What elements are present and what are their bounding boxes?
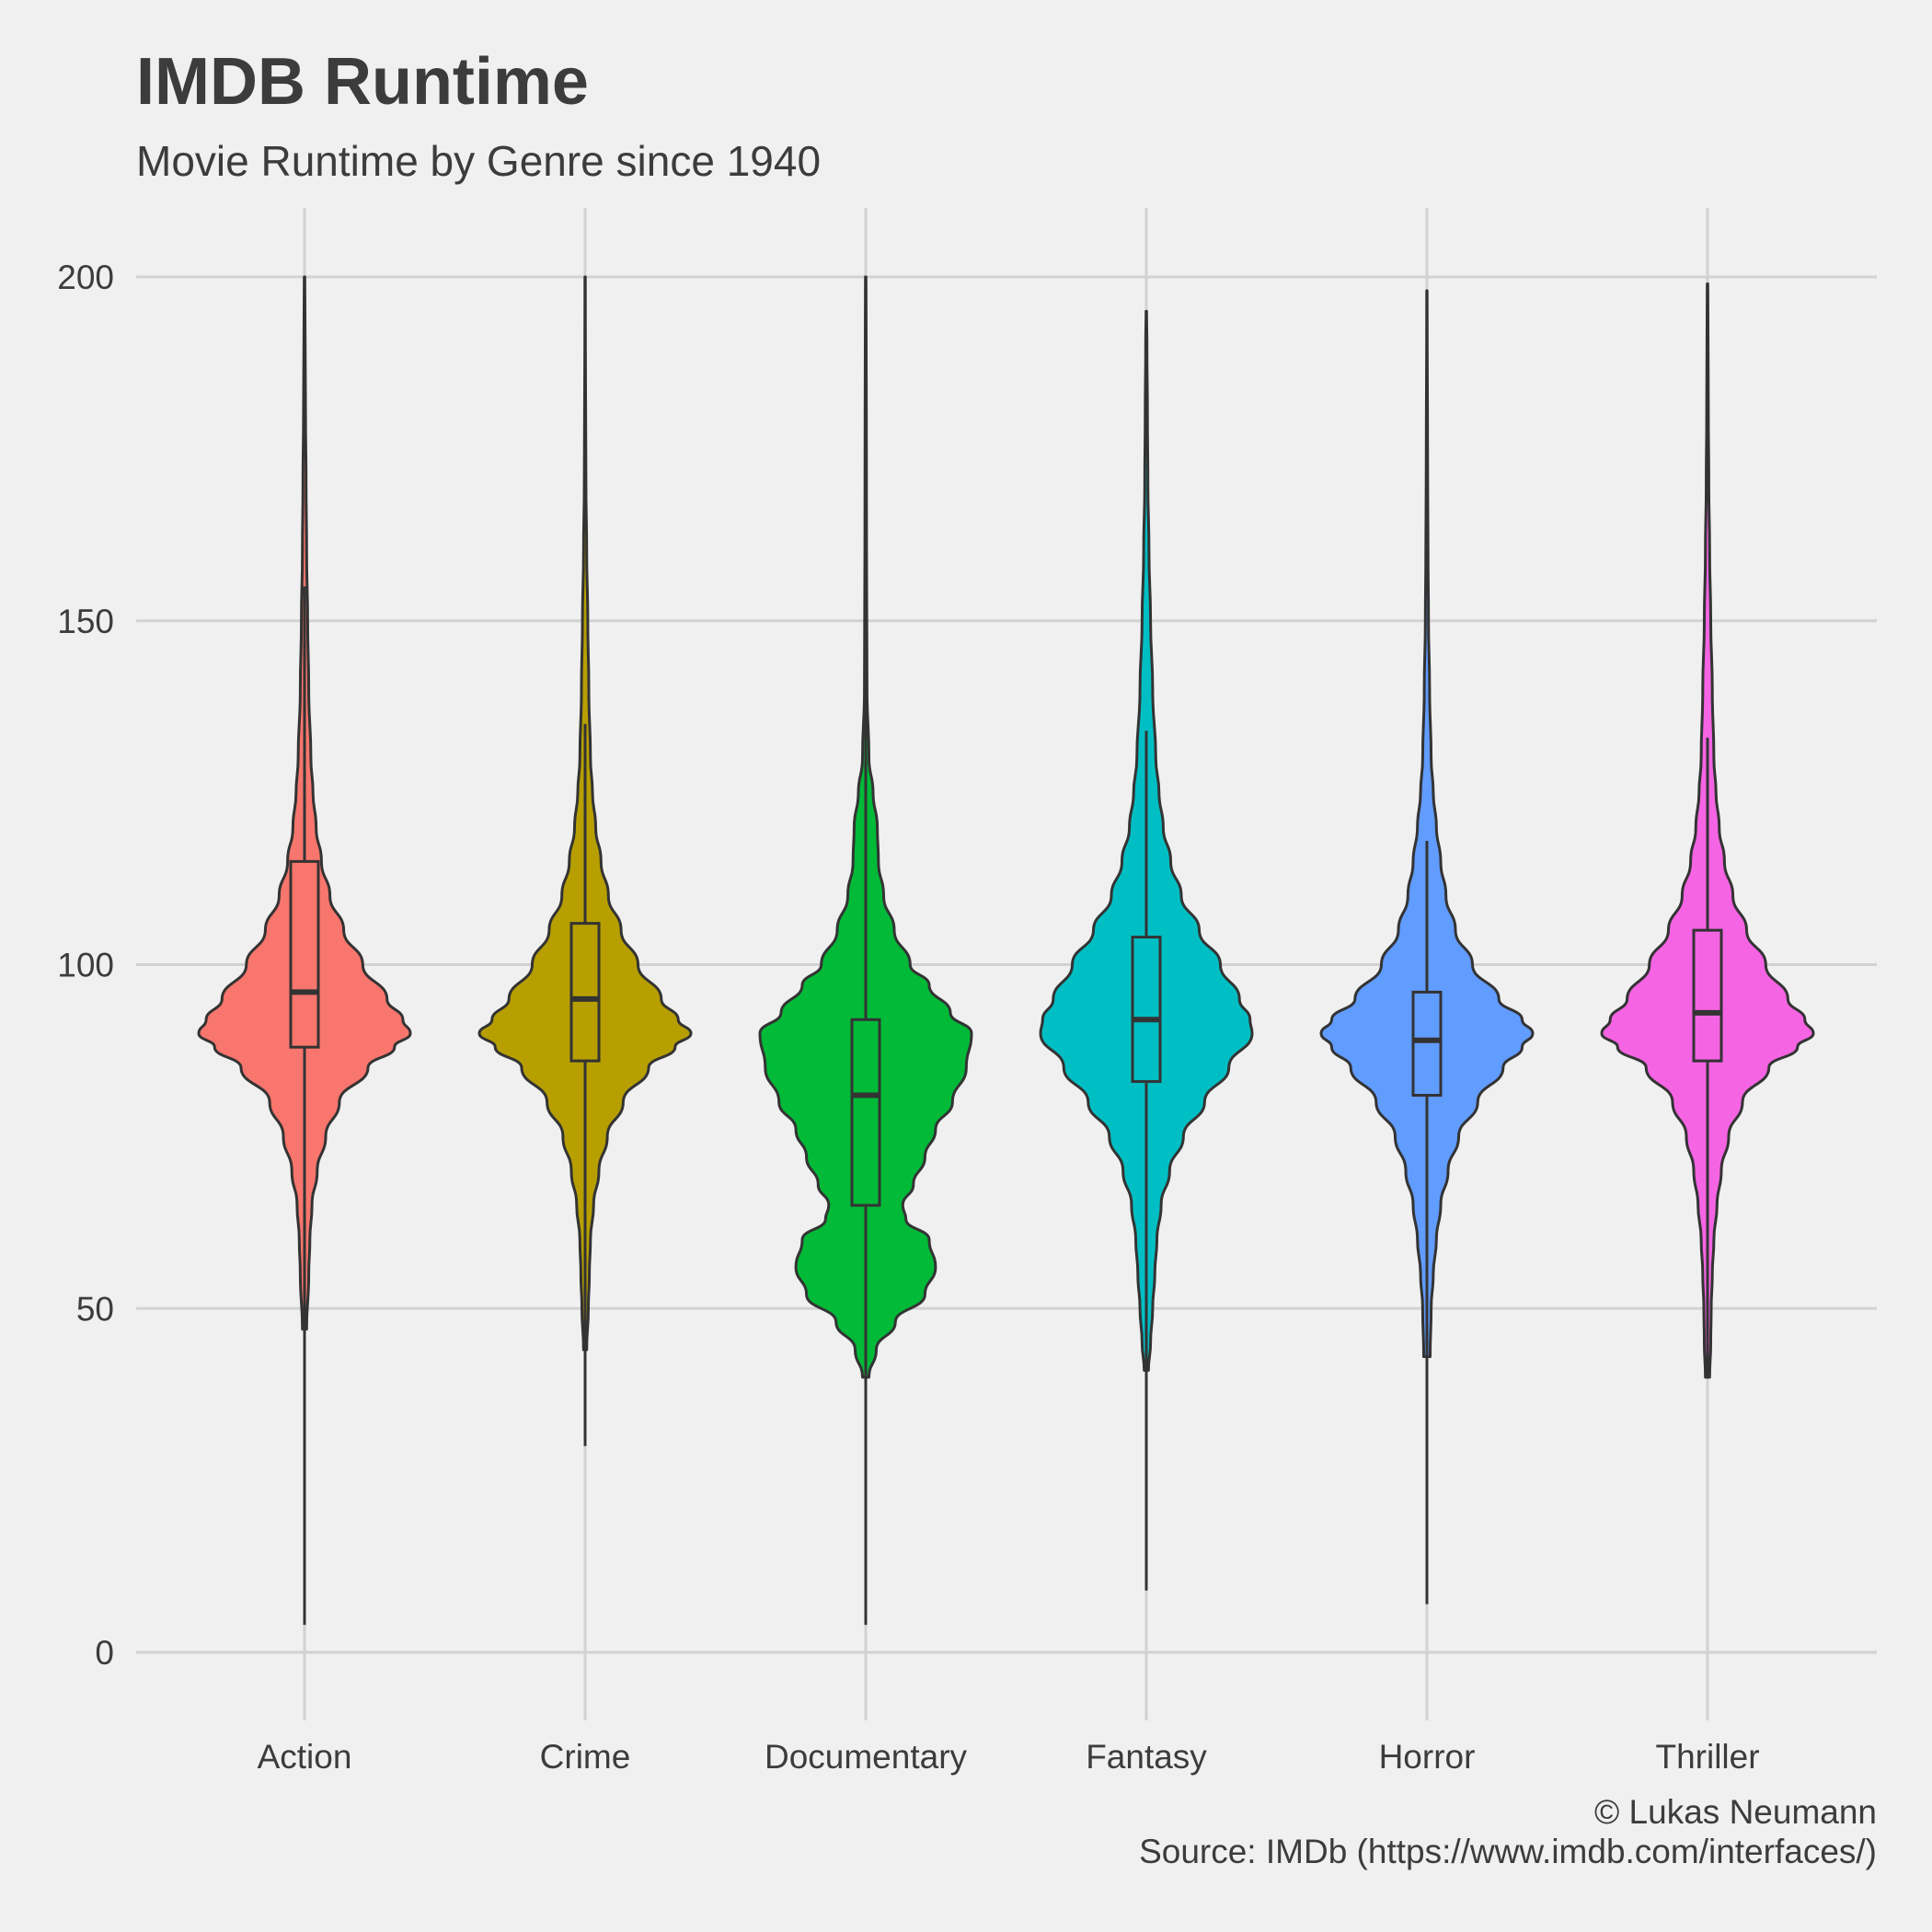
- box-action: [289, 859, 320, 1049]
- caption-author: © Lukas Neumann: [1594, 1793, 1877, 1831]
- y-tick-label: 100: [57, 947, 114, 984]
- box-crime: [569, 922, 601, 1063]
- x-tick-label: Fantasy: [1086, 1738, 1207, 1776]
- box-fantasy: [1131, 936, 1162, 1084]
- x-tick-label: Crime: [540, 1738, 631, 1776]
- box-documentary: [850, 1018, 881, 1207]
- x-tick-label: Action: [258, 1738, 352, 1776]
- y-tick-label: 50: [76, 1290, 114, 1328]
- violin-horror: [1319, 289, 1535, 1359]
- x-tick-label: Thriller: [1655, 1738, 1759, 1776]
- chart-subtitle: Movie Runtime by Genre since 1940: [136, 137, 822, 185]
- chart-caption: © Lukas Neumann Source: IMDb (https://ww…: [1139, 1792, 1877, 1871]
- box-thriller: [1692, 928, 1723, 1063]
- x-tick-label: Horror: [1379, 1738, 1476, 1776]
- y-tick-label: 0: [95, 1634, 114, 1672]
- caption-source: Source: IMDb (https://www.imdb.com/inter…: [1139, 1833, 1877, 1870]
- y-tick-label: 150: [57, 603, 114, 640]
- chart-title: IMDB Runtime: [136, 45, 589, 119]
- x-tick-label: Documentary: [765, 1738, 968, 1776]
- y-tick-label: 200: [57, 259, 114, 296]
- box-horror: [1411, 990, 1443, 1098]
